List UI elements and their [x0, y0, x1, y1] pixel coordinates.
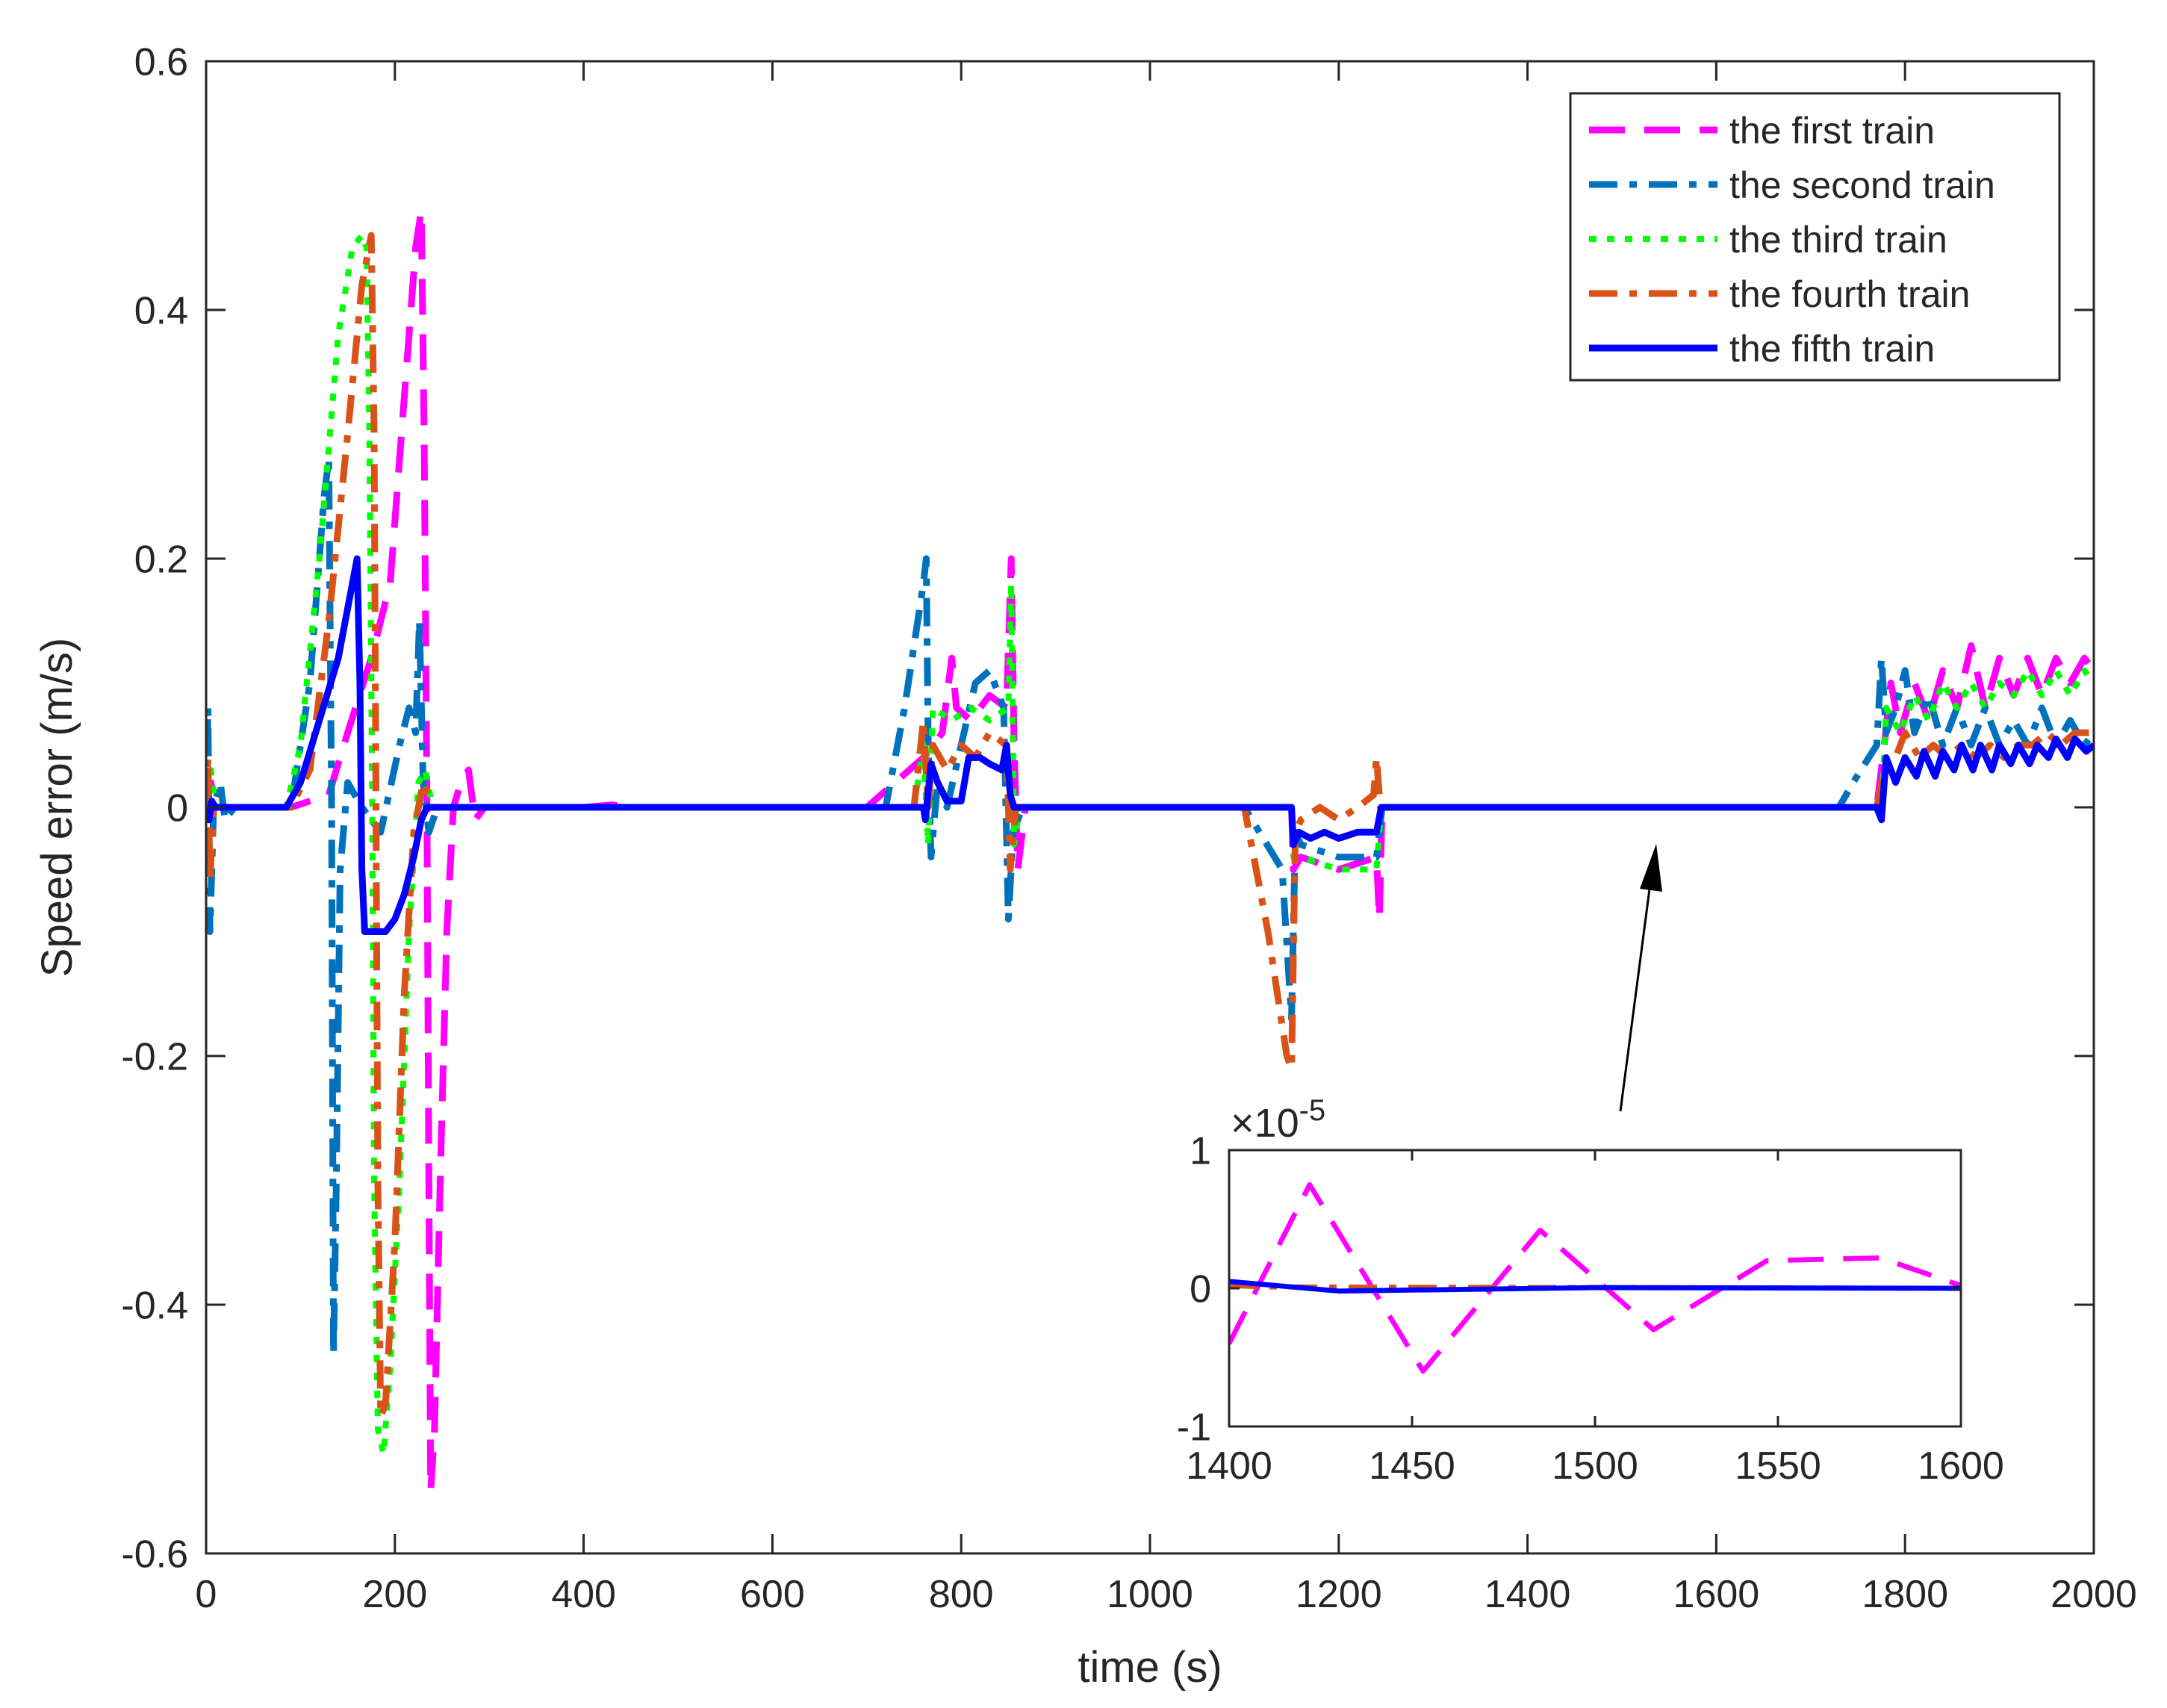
- annotation-arrow: [1619, 844, 1662, 1112]
- main-series-the-third-train: [206, 232, 2094, 1457]
- main-y-tick-label: -0.2: [121, 1036, 188, 1079]
- main-x-tick-label: 1000: [1107, 1573, 1193, 1616]
- inset-x-tick-label: 1500: [1552, 1444, 1638, 1488]
- main-x-tick-label: 0: [196, 1573, 217, 1616]
- main-x-tick-label: 600: [740, 1573, 805, 1616]
- inset-x-tick-label: 1600: [1918, 1444, 2004, 1488]
- main-x-tick-label: 2000: [2051, 1573, 2137, 1616]
- legend-label: the fourth train: [1729, 273, 1970, 315]
- main-x-tick-label: 800: [929, 1573, 994, 1616]
- main-x-tick-label: 200: [362, 1573, 427, 1616]
- y-axis-label: Speed error (m/s): [33, 638, 81, 977]
- main-y-tick-label: 0.6: [134, 41, 188, 84]
- main-x-tick-label: 1200: [1296, 1573, 1382, 1616]
- legend-label: the first train: [1729, 110, 1935, 152]
- inset-exponent-base: ×10: [1231, 1101, 1299, 1146]
- main-x-tick-label: 1800: [1862, 1573, 1948, 1616]
- main-series-the-second-train: [206, 456, 2094, 1358]
- inset-y-tick-label: 1: [1190, 1130, 1211, 1173]
- inset-exponent-power: -5: [1299, 1094, 1326, 1127]
- inset-series-the-fifth-train: [1229, 1279, 1961, 1294]
- inset-y-tick-label: -1: [1177, 1406, 1211, 1450]
- main-y-tick-label: -0.6: [121, 1533, 188, 1577]
- x-axis-label: time (s): [1078, 1643, 1222, 1692]
- inset-y-tick-label: 0: [1190, 1268, 1211, 1311]
- inset-x-tick-label: 1400: [1186, 1444, 1272, 1488]
- inset-axes: 1400 1450 1500 1550 1600 -1 0 1 ×10-5: [1177, 1094, 2004, 1488]
- inset-series-the-first-train: [1229, 1181, 1961, 1374]
- legend-label: the third train: [1729, 219, 1947, 261]
- inset-x-tick-label: 1450: [1369, 1444, 1455, 1488]
- main-series-the-fifth-train: [206, 555, 2094, 935]
- main-y-tick-label: 0: [167, 787, 188, 830]
- main-x-tick-label: 400: [551, 1573, 616, 1616]
- main-series-the-first-train: [206, 207, 2094, 1495]
- inset-exponent-label: ×10-5: [1231, 1094, 1325, 1146]
- legend-label: the fifth train: [1729, 328, 1935, 370]
- inset-x-tick-label: 1550: [1735, 1444, 1821, 1488]
- main-y-tick-label: 0.4: [134, 290, 188, 333]
- main-series-the-fourth-train: [206, 232, 2094, 1420]
- main-y-tick-label: -0.4: [121, 1285, 188, 1328]
- legend-box: [1569, 92, 2061, 382]
- main-x-tick-label: 1600: [1673, 1573, 1760, 1616]
- legend: the first train the second train the third…: [1569, 92, 2061, 382]
- legend-label: the second train: [1729, 164, 1995, 206]
- main-axes: 0 200 400 600 800 1000 1200 1400 1600 1800 2000 -0.…: [33, 41, 2137, 1692]
- main-y-tick-label: 0.2: [134, 538, 188, 582]
- main-x-tick-label: 1400: [1484, 1573, 1571, 1616]
